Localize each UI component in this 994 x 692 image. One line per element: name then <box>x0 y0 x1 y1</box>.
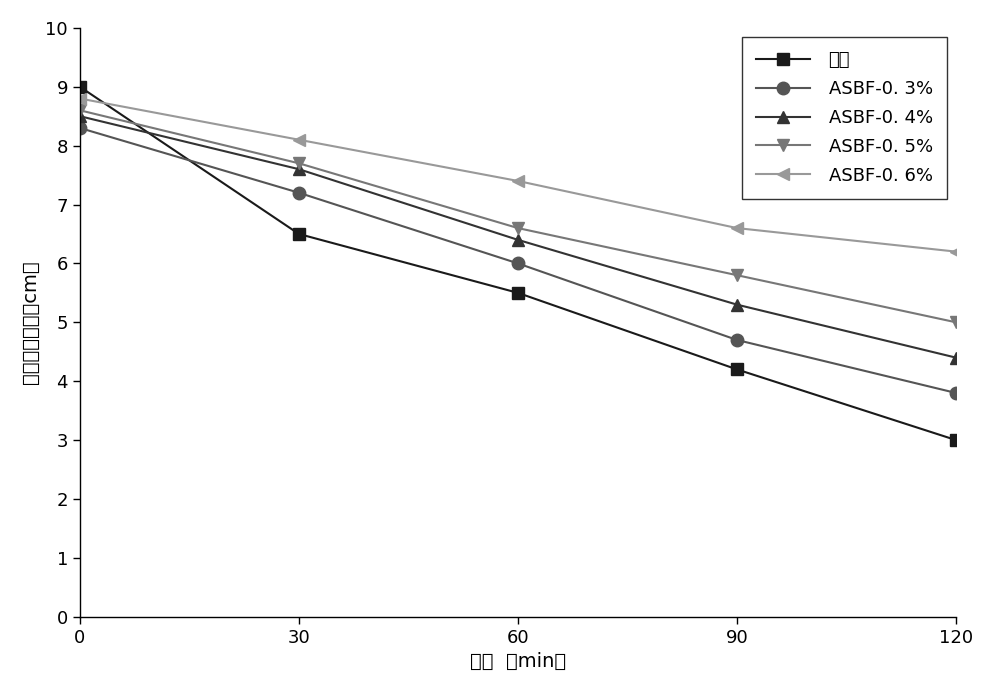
ASBF-0. 6% <box>293 136 305 144</box>
Legend: 空白, ASBF-0. 3%, ASBF-0. 4%, ASBF-0. 5%, ASBF-0. 6%: 空白, ASBF-0. 3%, ASBF-0. 4%, ASBF-0. 5%, … <box>742 37 947 199</box>
ASBF-0. 3% <box>293 189 305 197</box>
ASBF-0. 6% <box>74 94 85 102</box>
Y-axis label: 混凝土塘落度（cm）: 混凝土塘落度（cm） <box>21 260 40 384</box>
ASBF-0. 4% <box>731 300 743 309</box>
X-axis label: 时间  （min）: 时间 （min） <box>470 652 566 671</box>
空白 <box>950 436 962 444</box>
Line: ASBF-0. 5%: ASBF-0. 5% <box>74 104 962 329</box>
ASBF-0. 6% <box>731 224 743 233</box>
空白 <box>74 82 85 91</box>
ASBF-0. 4% <box>293 165 305 173</box>
ASBF-0. 6% <box>950 248 962 256</box>
ASBF-0. 5% <box>731 271 743 280</box>
空白 <box>293 230 305 238</box>
Line: ASBF-0. 4%: ASBF-0. 4% <box>74 110 962 364</box>
ASBF-0. 4% <box>950 354 962 362</box>
空白 <box>512 289 524 297</box>
ASBF-0. 4% <box>74 112 85 120</box>
ASBF-0. 5% <box>512 224 524 233</box>
ASBF-0. 5% <box>950 318 962 327</box>
ASBF-0. 3% <box>731 336 743 344</box>
ASBF-0. 3% <box>950 389 962 397</box>
空白 <box>731 365 743 374</box>
ASBF-0. 3% <box>74 124 85 132</box>
ASBF-0. 5% <box>74 106 85 114</box>
ASBF-0. 5% <box>293 159 305 167</box>
Line: ASBF-0. 6%: ASBF-0. 6% <box>74 92 962 258</box>
ASBF-0. 3% <box>512 260 524 268</box>
Line: ASBF-0. 3%: ASBF-0. 3% <box>74 122 962 399</box>
ASBF-0. 6% <box>512 177 524 185</box>
ASBF-0. 4% <box>512 236 524 244</box>
Line: 空白: 空白 <box>74 80 962 446</box>
